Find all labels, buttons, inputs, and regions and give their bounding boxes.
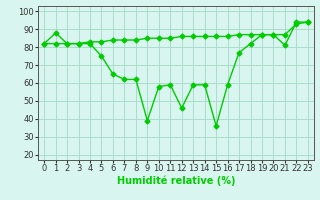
X-axis label: Humidité relative (%): Humidité relative (%) bbox=[117, 176, 235, 186]
